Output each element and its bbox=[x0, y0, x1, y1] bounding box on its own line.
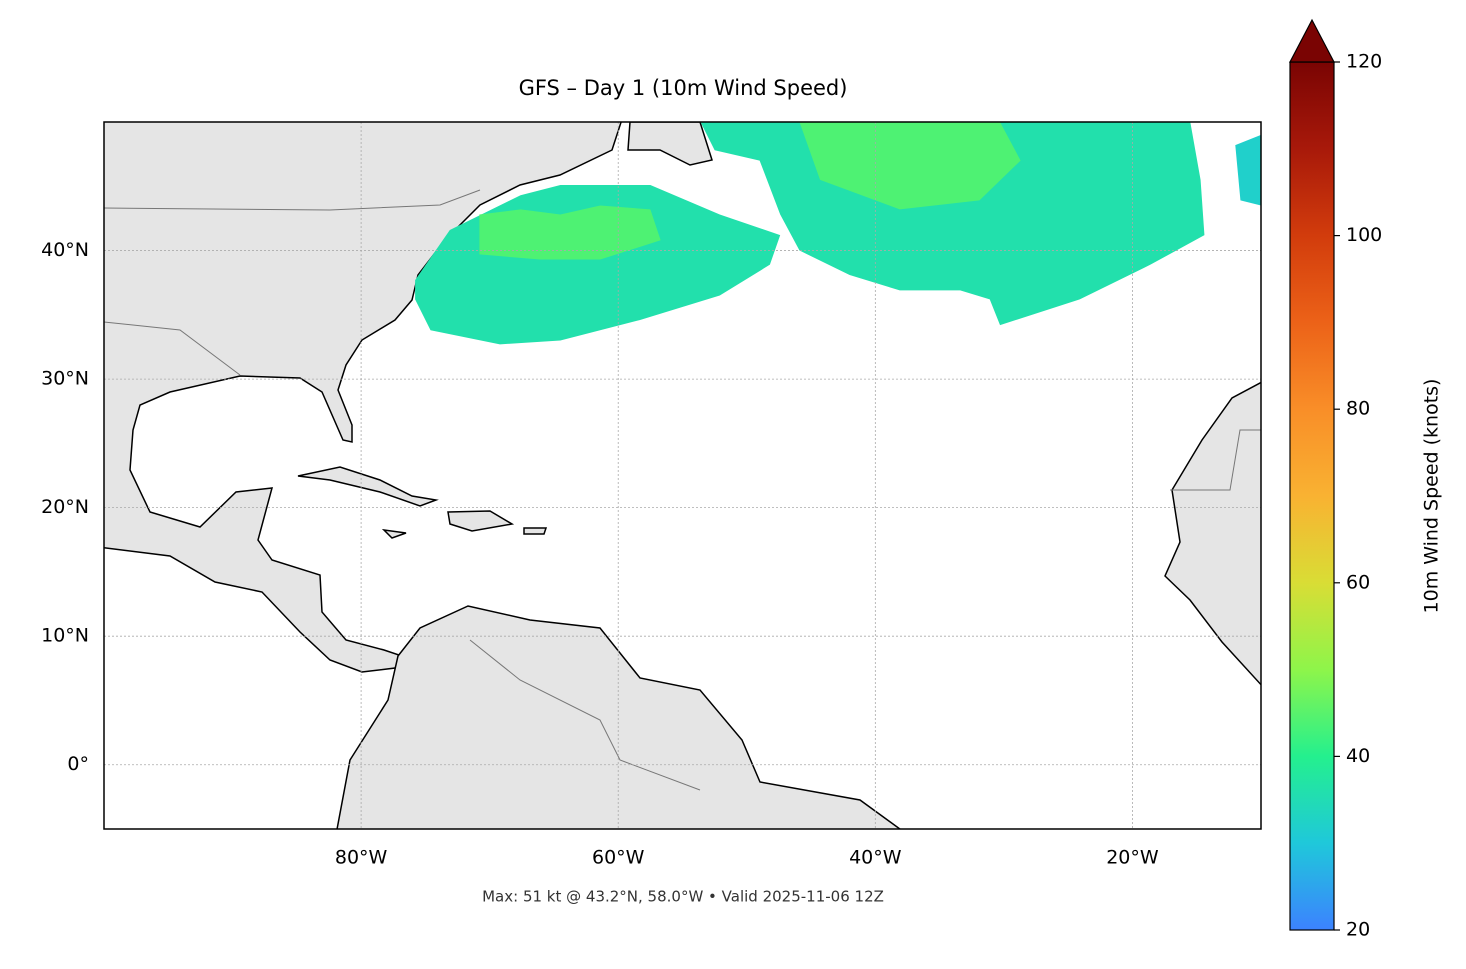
x-tick-label: 40°W bbox=[849, 847, 902, 869]
wind-region bbox=[799, 122, 1021, 210]
y-tick-label: 0° bbox=[67, 753, 89, 775]
colorbar-tick-label: 60 bbox=[1346, 571, 1370, 593]
annotation: Max: 51 kt @ 43.2°N, 58.0°W • Valid 2025… bbox=[482, 888, 884, 906]
colorbar-label: 10m Wind Speed (knots) bbox=[1421, 379, 1443, 614]
colorbar-tick-label: 120 bbox=[1346, 51, 1382, 73]
land bbox=[104, 122, 1261, 829]
y-tick-label: 30°N bbox=[41, 368, 89, 390]
colorbar-extend bbox=[1289, 18, 1335, 63]
x-tick-label: 80°W bbox=[335, 847, 388, 869]
colorbar-tick-label: 40 bbox=[1346, 745, 1370, 767]
y-tick-label: 40°N bbox=[41, 239, 89, 261]
hispaniola bbox=[447, 510, 515, 532]
x-tick-label: 60°W bbox=[592, 847, 645, 869]
colorbar-tick-label: 80 bbox=[1346, 398, 1370, 420]
canada-east bbox=[627, 122, 713, 166]
y-tick-label: 20°N bbox=[41, 496, 89, 518]
africa-borders bbox=[1170, 429, 1261, 491]
colorbar-tick-label: 100 bbox=[1346, 224, 1382, 246]
puerto-rico bbox=[523, 527, 548, 535]
us-canada-border bbox=[104, 189, 481, 211]
south-america bbox=[336, 605, 902, 829]
north-america bbox=[104, 122, 622, 673]
us-mexico-border bbox=[104, 321, 241, 376]
sa-borders bbox=[469, 639, 701, 791]
wind-region bbox=[1235, 134, 1261, 206]
colorbar-tick-label: 20 bbox=[1346, 919, 1370, 941]
colorbar bbox=[1289, 61, 1335, 931]
africa bbox=[1164, 381, 1261, 686]
jamaica bbox=[381, 528, 407, 539]
plot-frame bbox=[103, 121, 1262, 830]
wind-region bbox=[479, 205, 661, 260]
chart-title: GFS – Day 1 (10m Wind Speed) bbox=[519, 76, 848, 100]
y-tick-label: 10°N bbox=[41, 625, 89, 647]
x-tick-label: 20°W bbox=[1106, 847, 1159, 869]
cuba bbox=[297, 466, 439, 507]
